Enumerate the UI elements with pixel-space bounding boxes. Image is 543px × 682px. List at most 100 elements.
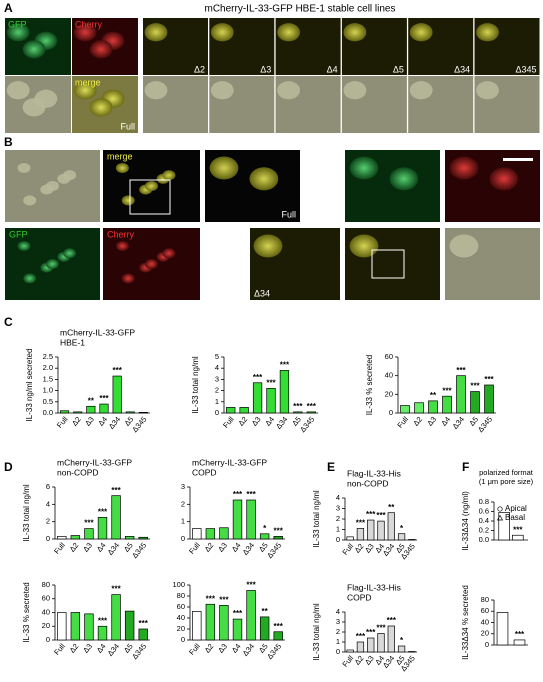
y-tick-label: 0.5: [43, 397, 53, 406]
bar: [400, 405, 410, 414]
x-tick-label: Δ34: [106, 541, 121, 557]
chart-title-box: polarized format (1 μm pore size): [478, 468, 534, 486]
y-tick-label: 0.0: [43, 408, 53, 417]
cell: [145, 258, 158, 270]
cell: [349, 156, 379, 180]
y-tick-label: 80: [481, 595, 489, 604]
chart-title: polarized format (1 μm pore size): [478, 468, 534, 486]
y-tick-label: 40: [177, 613, 185, 622]
y-tick-label: 0: [389, 408, 393, 417]
cell: [476, 81, 499, 100]
bar: [456, 375, 466, 414]
cell: [22, 98, 46, 117]
significance: ***: [470, 382, 480, 391]
y-tick-label: 4: [46, 499, 50, 508]
cell: [46, 180, 59, 192]
y-tick-label: 60: [385, 352, 393, 361]
x-tick-label: Δ2: [68, 541, 81, 554]
significance: ***: [246, 490, 256, 499]
y-tick-label: 60: [177, 602, 185, 611]
cell: [449, 234, 479, 258]
bar: [138, 628, 148, 641]
significance: **: [430, 391, 437, 400]
y-tick-label: 40: [481, 617, 489, 626]
panel-label: D: [4, 460, 13, 474]
y-tick-label: 0.4: [479, 516, 489, 525]
significance: ***: [356, 519, 366, 528]
bar: [377, 520, 385, 541]
cell: [389, 167, 419, 191]
bar: [346, 536, 354, 541]
cell: [343, 23, 367, 42]
x-tick-label: Δ3: [425, 415, 438, 428]
significance: ***: [98, 507, 108, 516]
bar: [70, 612, 81, 641]
cell: [144, 81, 168, 100]
y-tick-label: 2.5: [43, 352, 53, 361]
bar: [377, 633, 385, 653]
significance: ***: [280, 361, 290, 370]
cell: [162, 248, 176, 259]
cell: [73, 81, 97, 100]
significance: ***: [515, 630, 525, 639]
bar: [60, 410, 70, 414]
cell: [343, 81, 367, 100]
x-tick-label: Δ345: [130, 541, 148, 560]
panel-label: C: [4, 315, 13, 329]
y-axis-label: IL-33 ng/ml secreted: [25, 349, 34, 422]
bar: [387, 512, 395, 541]
image-label: Δ2: [194, 64, 205, 74]
bar: [356, 528, 365, 541]
cell: [277, 81, 300, 100]
bar: [111, 495, 121, 540]
chart-title: mCherry-IL-33-GFP: [60, 327, 135, 337]
y-tick-label: 0: [181, 635, 185, 644]
x-tick-label: Δ34: [241, 541, 256, 557]
bar: [397, 645, 406, 653]
bar: [513, 639, 526, 646]
x-tick-label: Full: [187, 642, 202, 657]
y-axis-label: IL-33 total ng/ml: [191, 356, 200, 414]
bar: [124, 610, 135, 641]
bar: [99, 403, 109, 414]
y-tick-label: 4: [336, 493, 340, 502]
chart-subtitle: COPD: [347, 592, 372, 602]
bar: [498, 512, 510, 541]
bar: [408, 539, 416, 541]
x-tick-label: Δ345: [265, 642, 283, 661]
bar: [273, 631, 283, 641]
y-tick-label: 20: [177, 624, 185, 633]
cell: [17, 162, 31, 174]
image-label: Δ3: [260, 64, 271, 74]
x-tick-label: Full: [52, 642, 67, 657]
panel-label: F: [462, 460, 469, 474]
image-label: Cherry: [75, 19, 103, 29]
significance: ***: [111, 585, 121, 594]
image-label: Δ4: [327, 64, 338, 74]
cell: [46, 258, 59, 270]
bar: [138, 536, 148, 540]
x-tick-label: Δ345: [130, 642, 148, 661]
bar: [346, 649, 354, 653]
cell: [209, 156, 239, 180]
bar: [111, 594, 121, 641]
cell: [121, 273, 135, 284]
bar: [496, 612, 509, 646]
panel-title: mCherry-IL-33-GFP HBE-1 stable cell line…: [205, 4, 396, 15]
y-tick-label: 2: [215, 386, 219, 395]
bar: [442, 395, 452, 414]
significance: ***: [139, 619, 149, 628]
cell: [210, 81, 234, 100]
y-tick-label: 60: [481, 606, 489, 615]
x-tick-label: Δ3: [83, 415, 96, 428]
bar: [73, 411, 83, 414]
significance: *: [263, 524, 267, 533]
y-tick-label: 2: [336, 627, 340, 636]
chart-title: mCherry-IL-33-GFP: [192, 457, 267, 467]
cell: [121, 195, 135, 206]
bar: [259, 616, 270, 641]
significance: ***: [484, 375, 494, 384]
y-tick-label: 40: [385, 371, 393, 380]
bar: [84, 528, 94, 540]
legend-label: Basal: [505, 513, 525, 522]
